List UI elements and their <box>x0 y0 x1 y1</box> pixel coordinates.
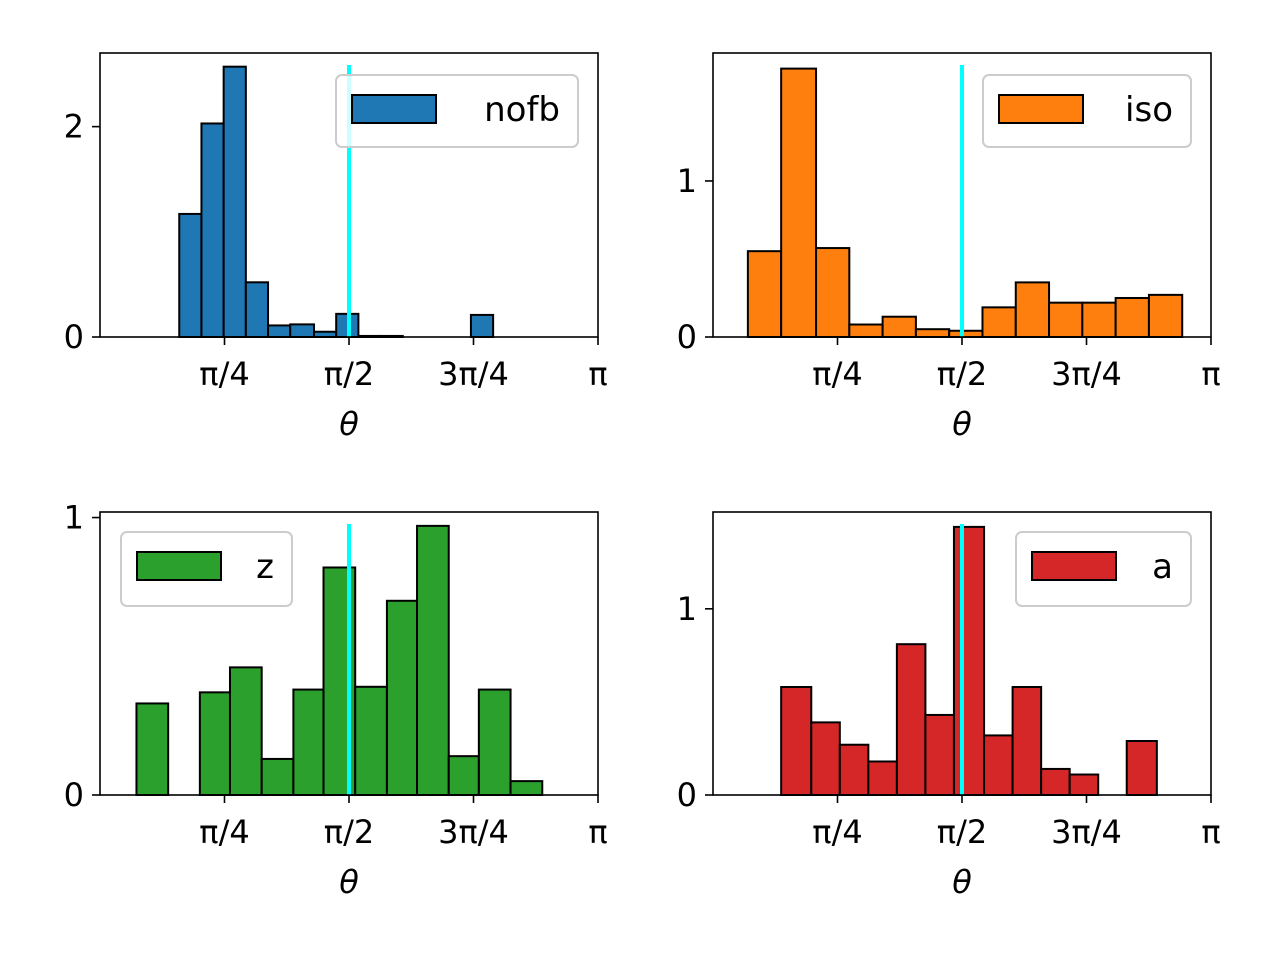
legend-swatch <box>998 94 1084 124</box>
histogram-bar <box>354 685 388 797</box>
histogram-bar <box>914 328 951 339</box>
histogram-bar <box>983 734 1014 797</box>
x-axis-label: θ <box>339 863 359 901</box>
histogram-bar <box>924 713 955 797</box>
x-tick-label: π/2 <box>324 355 374 393</box>
panel-a: 0 1 π/4 π/2 3π/4 π θ a <box>677 511 1221 901</box>
histogram-bar <box>267 324 292 338</box>
x-tick-label: 3π/4 <box>438 813 509 851</box>
legend-swatch <box>136 551 222 581</box>
histogram-bar <box>1147 293 1184 338</box>
legend: a <box>1015 531 1192 607</box>
histogram-bar <box>228 666 263 797</box>
y-tick-label: 1 <box>677 590 697 628</box>
x-axis-label: θ <box>339 405 359 443</box>
y-tick-label: 0 <box>677 318 697 356</box>
histogram-bar <box>416 524 450 796</box>
histogram-bar <box>244 281 270 339</box>
legend-label: a <box>1152 547 1173 587</box>
histogram-bar <box>881 315 917 339</box>
histogram-bar <box>222 65 247 338</box>
y-tick-label: 0 <box>64 318 84 356</box>
histogram-bar <box>948 329 984 338</box>
y-tick-label: 2 <box>64 108 84 146</box>
histogram-bar <box>1011 686 1043 797</box>
x-tick-label: π/2 <box>937 355 987 393</box>
histogram-bar <box>981 306 1017 339</box>
x-tick-label: π <box>588 355 607 393</box>
x-tick-label: π/2 <box>937 813 987 851</box>
panel-z: 0 1 π/4 π/2 3π/4 π θ z <box>64 499 608 901</box>
legend-box <box>982 74 1192 148</box>
x-tick-label: π/4 <box>812 813 862 851</box>
histogram-bar <box>289 323 315 338</box>
y-tick-label: 0 <box>64 776 84 814</box>
histogram-bar <box>385 599 419 796</box>
histogram-bar <box>292 688 325 796</box>
histogram-bar <box>198 691 231 796</box>
y-tick-label: 1 <box>64 499 84 537</box>
histogram-bar <box>867 760 898 796</box>
histogram-bar <box>815 247 851 338</box>
x-tick-label: π/4 <box>812 355 862 393</box>
histogram-bar <box>135 702 170 796</box>
x-tick-label: π <box>1201 813 1220 851</box>
histogram-bar <box>200 122 225 338</box>
legend: z <box>120 531 293 607</box>
histogram-bar <box>469 313 495 338</box>
legend-box <box>335 74 579 148</box>
legend: iso <box>982 74 1192 148</box>
x-axis-label: θ <box>952 863 972 901</box>
x-tick-label: 3π/4 <box>438 355 509 393</box>
panel-iso: 0 1 π/4 π/2 3π/4 π θ iso <box>677 52 1221 443</box>
x-axis-label: θ <box>952 405 972 443</box>
histogram-bar <box>447 755 480 796</box>
histogram-bar <box>1014 281 1051 338</box>
histogram-bar <box>810 721 841 797</box>
histogram-bar <box>780 686 813 797</box>
y-tick-label: 1 <box>677 162 697 200</box>
panel-nofb: 0 2 π/4 π/2 3π/4 π θ nofb <box>64 52 608 443</box>
histogram-bar <box>1125 740 1158 797</box>
x-tick-label: π/2 <box>324 813 374 851</box>
histogram-bar <box>260 757 295 797</box>
histogram-bar <box>838 743 870 797</box>
histogram-bar <box>952 525 986 796</box>
y-tick-label: 0 <box>677 776 697 814</box>
x-tick-label: 3π/4 <box>1051 355 1122 393</box>
x-tick-label: 3π/4 <box>1051 813 1122 851</box>
x-tick-label: π/4 <box>199 355 249 393</box>
legend: nofb <box>335 74 579 148</box>
x-tick-label: π/4 <box>199 813 249 851</box>
x-tick-label: π <box>588 813 607 851</box>
histogram-bar <box>1114 296 1150 339</box>
histogram-bar <box>178 212 203 338</box>
legend-label: iso <box>1125 90 1173 130</box>
legend-swatch <box>351 94 437 124</box>
histogram-bar <box>1068 773 1100 796</box>
histogram-bar <box>1040 767 1071 796</box>
histogram-bar <box>848 323 884 338</box>
legend-label: z <box>256 547 274 587</box>
histogram-bar <box>1081 301 1117 338</box>
histogram-bar <box>477 688 512 796</box>
histogram-bar <box>780 67 818 338</box>
histogram-bar <box>509 780 544 796</box>
histogram-bar <box>746 250 783 338</box>
histogram-bar <box>1048 301 1084 338</box>
x-tick-label: π <box>1201 355 1220 393</box>
histogram-bar <box>895 643 927 796</box>
legend-label: nofb <box>484 90 560 130</box>
legend-swatch <box>1031 551 1117 581</box>
